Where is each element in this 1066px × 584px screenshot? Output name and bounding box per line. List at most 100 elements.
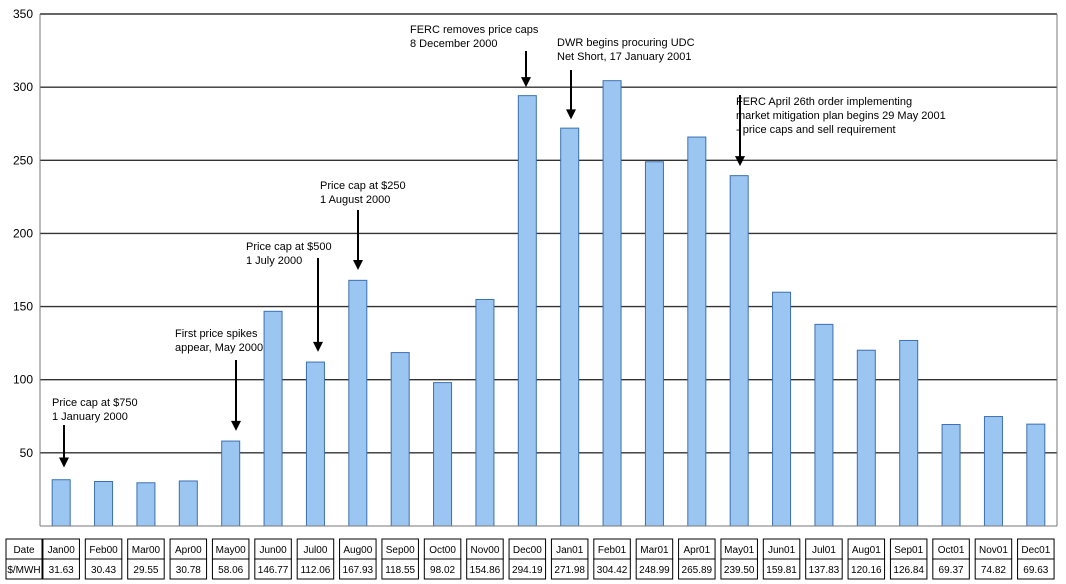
table-cell bbox=[466, 558, 504, 580]
x-tick-label: Nov01 bbox=[979, 545, 1008, 556]
x-tick-label: Mar00 bbox=[132, 545, 161, 556]
annotation-arrow-head bbox=[59, 457, 69, 468]
y-tick-label: 150 bbox=[13, 300, 33, 314]
table-cell bbox=[1017, 558, 1055, 580]
data-label: 98.02 bbox=[430, 565, 455, 576]
x-tick-label: Jun01 bbox=[768, 545, 796, 556]
x-tick-label: Nov00 bbox=[470, 545, 499, 556]
bar-Jun00 bbox=[263, 310, 283, 527]
x-tick-label: Jan01 bbox=[556, 545, 584, 556]
bar-Feb00 bbox=[94, 480, 114, 527]
axes bbox=[39, 14, 1058, 527]
x-tick-label: Feb00 bbox=[89, 545, 118, 556]
annotation-text: appear, May 2000 bbox=[175, 342, 263, 354]
x-tick-label: Aug01 bbox=[852, 545, 881, 556]
annotation-text: market mitigation plan begins 29 May 200… bbox=[736, 110, 946, 122]
annotation-arrow-head bbox=[735, 156, 745, 167]
data-label: 31.63 bbox=[49, 565, 74, 576]
x-tick-label: May00 bbox=[216, 545, 246, 556]
bar-Jan01 bbox=[560, 127, 580, 527]
data-label: 271.98 bbox=[554, 565, 585, 576]
annotation-text: First price spikes bbox=[175, 328, 258, 340]
table-cell bbox=[932, 558, 970, 580]
annotation-text: Net Short, 17 January 2001 bbox=[557, 51, 692, 63]
table-cell bbox=[720, 558, 758, 580]
bar-Oct00 bbox=[433, 382, 453, 527]
data-label: 126.84 bbox=[893, 565, 924, 576]
x-tick-label: May01 bbox=[724, 545, 754, 556]
table-cell bbox=[169, 558, 208, 580]
x-tick-label: Feb01 bbox=[598, 545, 627, 556]
x-tick-label: Sep00 bbox=[386, 545, 415, 556]
data-label: 265.89 bbox=[682, 565, 713, 576]
data-label: 112.06 bbox=[301, 565, 331, 576]
table-cell bbox=[974, 558, 1013, 580]
bar-Jun01 bbox=[772, 291, 792, 527]
annotation-text: 1 August 2000 bbox=[320, 194, 390, 206]
data-label: 154.86 bbox=[470, 565, 501, 576]
annotation-text: Price cap at $750 bbox=[52, 397, 138, 409]
data-label: 159.81 bbox=[766, 565, 797, 576]
data-label: 30.78 bbox=[176, 565, 201, 576]
bar-Dec01 bbox=[1026, 423, 1046, 527]
bar-May00 bbox=[221, 440, 241, 527]
table-row2-header: $/MWH bbox=[7, 565, 40, 576]
data-label: 69.63 bbox=[1023, 565, 1048, 576]
y-tick-label: 200 bbox=[13, 226, 33, 240]
x-tick-label: Apr01 bbox=[683, 545, 710, 556]
bar-Feb01 bbox=[602, 80, 622, 527]
data-label: 239.50 bbox=[724, 565, 755, 576]
annotation-arrow-head bbox=[566, 109, 576, 120]
table-cell bbox=[678, 558, 716, 580]
annotation-text: 1 July 2000 bbox=[246, 255, 302, 267]
bar-Apr01 bbox=[687, 136, 707, 527]
bar-Aug01 bbox=[856, 349, 876, 527]
bar-Apr00 bbox=[178, 480, 198, 527]
bar-Sep00 bbox=[390, 352, 410, 527]
y-tick-label: 300 bbox=[13, 80, 33, 94]
table-cell bbox=[805, 558, 843, 580]
bar-Nov01 bbox=[983, 416, 1003, 527]
data-label: 304.42 bbox=[597, 565, 628, 576]
data-label: 167.93 bbox=[343, 565, 374, 576]
y-tick-label: 50 bbox=[20, 446, 34, 460]
annotations: Price cap at $750 1 January 2000 First pri… bbox=[52, 24, 946, 468]
bar-Jul01 bbox=[814, 323, 834, 527]
table-cell bbox=[84, 558, 123, 580]
bar-Aug00 bbox=[348, 279, 368, 527]
data-label: 146.77 bbox=[258, 565, 289, 576]
x-tick-label: Apr00 bbox=[175, 545, 202, 556]
data-label: 74.82 bbox=[981, 565, 1006, 576]
bar-Nov00 bbox=[475, 298, 495, 527]
table-cell bbox=[127, 558, 165, 580]
data-label: 30.43 bbox=[91, 565, 116, 576]
table-cell bbox=[42, 558, 80, 580]
bar-Sep01 bbox=[899, 339, 919, 527]
data-label: 120.16 bbox=[851, 565, 882, 576]
data-label: 58.06 bbox=[218, 565, 243, 576]
table-row1-header: Date bbox=[13, 545, 35, 556]
data-label: 294.19 bbox=[512, 565, 543, 576]
annotation-text: FERC April 26th order implementing bbox=[736, 96, 912, 108]
x-tick-label: Sep01 bbox=[894, 545, 923, 556]
data-label: 69.37 bbox=[939, 565, 964, 576]
table-cell bbox=[296, 558, 335, 580]
y-tick-label: 100 bbox=[13, 373, 33, 387]
x-tick-label: Jun00 bbox=[259, 545, 287, 556]
bar-Dec00 bbox=[517, 95, 537, 527]
annotation-text: Price cap at $500 bbox=[246, 241, 332, 253]
annotation-arrow-head bbox=[521, 77, 531, 88]
table-cell bbox=[593, 558, 631, 580]
x-tick-label: Aug00 bbox=[343, 545, 372, 556]
data-label: 29.55 bbox=[133, 565, 158, 576]
x-tick-label: Jan00 bbox=[48, 545, 76, 556]
table-header-cell bbox=[5, 558, 43, 580]
x-tick-label: Oct00 bbox=[429, 545, 456, 556]
annotation-text: Price cap at $250 bbox=[320, 180, 406, 192]
x-tick-label: Mar01 bbox=[640, 545, 669, 556]
x-tick-label: Dec00 bbox=[513, 545, 542, 556]
bar-May01 bbox=[729, 175, 749, 527]
bar-Mar01 bbox=[644, 161, 664, 527]
x-tick-label: Oct01 bbox=[938, 545, 965, 556]
